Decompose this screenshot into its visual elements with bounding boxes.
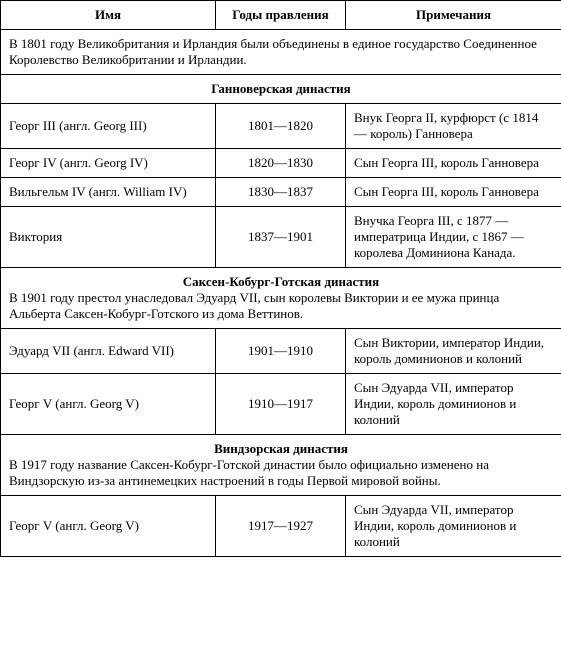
- table-row: Виктория1837—1901Внучка Георга III, с 18…: [1, 207, 561, 268]
- cell-years: 1830—1837: [216, 178, 346, 207]
- table-row: Георг V (англ. Georg V)1910—1917Сын Эдуа…: [1, 374, 561, 435]
- table-row: Георг V (англ. Georg V)1917—1927Сын Эдуа…: [1, 496, 561, 557]
- section-row: Виндзорская династияВ 1917 году название…: [1, 435, 561, 496]
- cell-name: Вильгельм IV (англ. William IV): [1, 178, 216, 207]
- cell-years: 1820—1830: [216, 149, 346, 178]
- cell-years: 1901—1910: [216, 329, 346, 374]
- table-row: Вильгельм IV (англ. William IV)1830—1837…: [1, 178, 561, 207]
- monarchs-table: Имя Годы правления Примечания В 1801 год…: [0, 0, 561, 557]
- monarchs-table-wrapper: Имя Годы правления Примечания В 1801 год…: [0, 0, 561, 557]
- section-cell: Саксен-Кобург-Готская династияВ 1901 год…: [1, 268, 561, 329]
- section-title: Саксен-Кобург-Готская династия: [9, 274, 553, 290]
- cell-name: Георг V (англ. Georg V): [1, 496, 216, 557]
- cell-years: 1801—1820: [216, 104, 346, 149]
- table-row: Георг IV (англ. Georg IV)1820—1830Сын Ге…: [1, 149, 561, 178]
- table-body: В 1801 году Великобритания и Ирландия бы…: [1, 30, 561, 557]
- section-title: Ганноверская династия: [9, 81, 553, 97]
- section-text: В 1901 году престол унаследовал Эдуард V…: [9, 290, 553, 322]
- cell-name: Виктория: [1, 207, 216, 268]
- header-years: Годы правления: [216, 1, 346, 30]
- cell-notes: Внучка Георга III, с 1877 — императрица …: [346, 207, 561, 268]
- cell-name: Георг V (англ. Georg V): [1, 374, 216, 435]
- cell-notes: Сын Георга III, король Ганновера: [346, 149, 561, 178]
- section-title: Виндзорская династия: [9, 441, 553, 457]
- cell-years: 1910—1917: [216, 374, 346, 435]
- section-row: В 1801 году Великобритания и Ирландия бы…: [1, 30, 561, 75]
- cell-name: Эдуард VII (англ. Edward VII): [1, 329, 216, 374]
- cell-notes: Внук Георга II, курфюрст (с 1814 — корол…: [346, 104, 561, 149]
- section-text: В 1801 году Великобритания и Ирландия бы…: [9, 36, 553, 68]
- section-text: В 1917 году название Саксен-Кобург-Готск…: [9, 457, 553, 489]
- section-cell: Виндзорская династияВ 1917 году название…: [1, 435, 561, 496]
- cell-years: 1917—1927: [216, 496, 346, 557]
- cell-years: 1837—1901: [216, 207, 346, 268]
- cell-name: Георг IV (англ. Georg IV): [1, 149, 216, 178]
- header-row: Имя Годы правления Примечания: [1, 1, 561, 30]
- table-row: Эдуард VII (англ. Edward VII)1901—1910Сы…: [1, 329, 561, 374]
- section-row: Ганноверская династия: [1, 75, 561, 104]
- cell-notes: Сын Эдуарда VII, император Индии, король…: [346, 374, 561, 435]
- header-notes: Примечания: [346, 1, 561, 30]
- header-name: Имя: [1, 1, 216, 30]
- cell-notes: Сын Виктории, император Индии, король до…: [346, 329, 561, 374]
- cell-notes: Сын Эдуарда VII, император Индии, король…: [346, 496, 561, 557]
- section-row: Саксен-Кобург-Готская династияВ 1901 год…: [1, 268, 561, 329]
- cell-notes: Сын Георга III, король Ганновера: [346, 178, 561, 207]
- section-cell: В 1801 году Великобритания и Ирландия бы…: [1, 30, 561, 75]
- cell-name: Георг III (англ. Georg III): [1, 104, 216, 149]
- table-row: Георг III (англ. Georg III)1801—1820Внук…: [1, 104, 561, 149]
- section-cell: Ганноверская династия: [1, 75, 561, 104]
